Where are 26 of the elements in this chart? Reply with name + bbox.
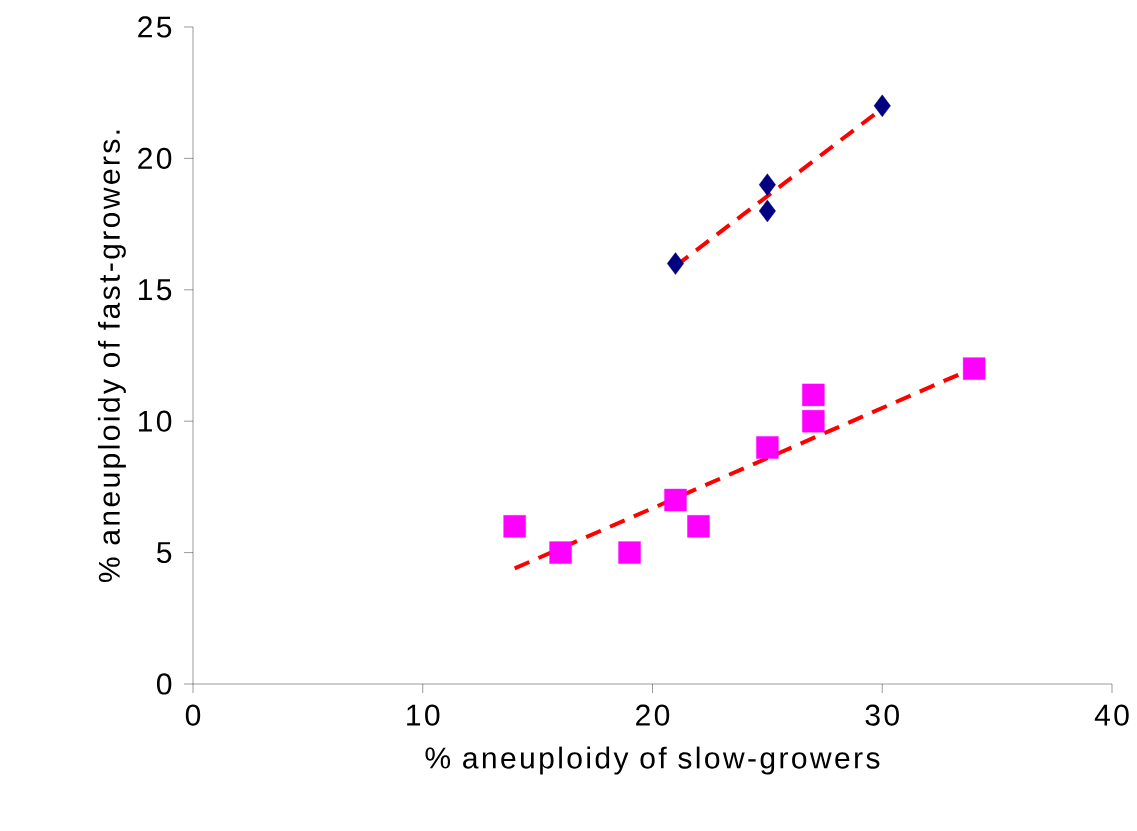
point bbox=[758, 173, 776, 196]
point bbox=[503, 515, 526, 538]
y-tick-label: 25 bbox=[138, 16, 172, 38]
point bbox=[802, 410, 825, 433]
point bbox=[667, 252, 684, 275]
point bbox=[758, 199, 776, 223]
x-tick-label: 0 bbox=[185, 704, 201, 726]
x-tick-label: 30 bbox=[865, 704, 899, 726]
point bbox=[962, 357, 986, 380]
point bbox=[687, 515, 710, 538]
y-tick-label: 20 bbox=[138, 147, 172, 170]
point bbox=[664, 488, 687, 512]
point bbox=[756, 436, 779, 459]
x-tick-label: 10 bbox=[407, 704, 440, 726]
x-axis-title: % aneuploidy of slow-growers bbox=[425, 746, 880, 775]
y-tick-label: 5 bbox=[157, 542, 172, 564]
x-tick-label: 40 bbox=[1094, 704, 1129, 726]
y-axis-title: % aneuploidy of fast-growers. bbox=[97, 130, 126, 583]
point bbox=[802, 383, 825, 407]
x-tick-label: 20 bbox=[636, 704, 670, 726]
point bbox=[549, 541, 572, 564]
point bbox=[618, 541, 641, 564]
y-tick-label: 10 bbox=[138, 410, 172, 432]
y-tick-label: 15 bbox=[138, 279, 172, 301]
y-tick-label: 0 bbox=[156, 673, 172, 695]
point bbox=[873, 94, 891, 118]
